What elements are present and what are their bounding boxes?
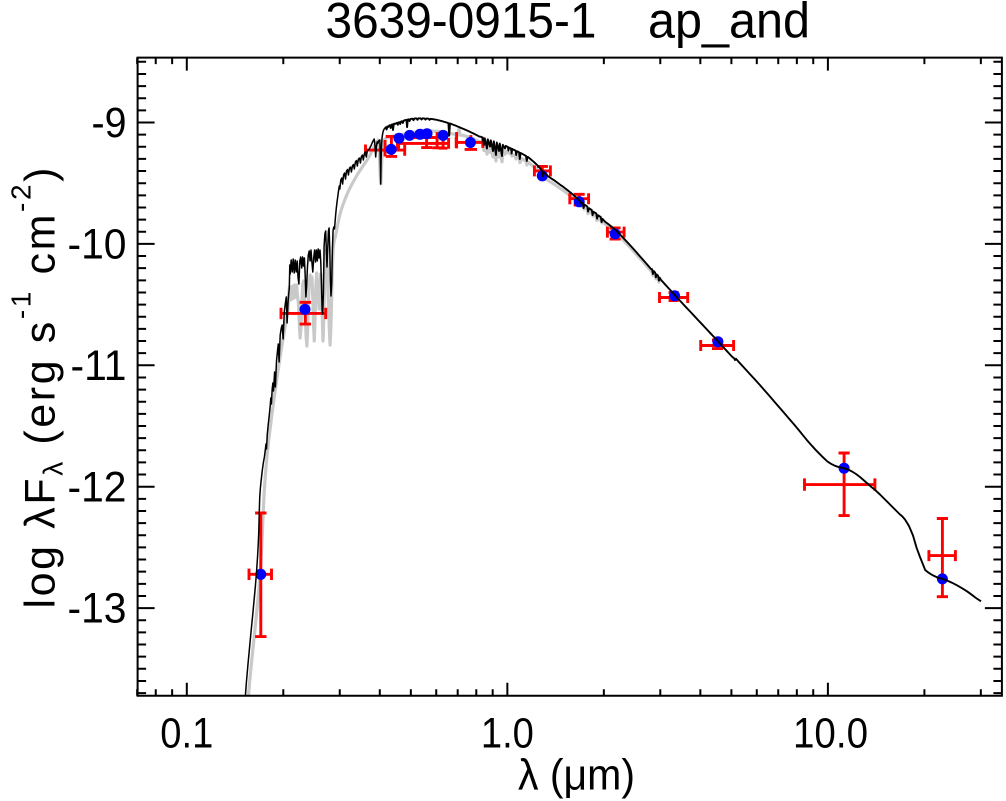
svg-text:ap_and: ap_and xyxy=(648,0,810,48)
svg-text:1.0: 1.0 xyxy=(481,710,534,757)
svg-text:λ (μm): λ (μm) xyxy=(518,751,635,800)
svg-text:-9: -9 xyxy=(92,100,127,147)
svg-text:-11: -11 xyxy=(71,343,127,390)
svg-text:10.0: 10.0 xyxy=(793,710,868,757)
svg-text:-13: -13 xyxy=(68,586,127,633)
svg-text:-10: -10 xyxy=(68,222,127,269)
svg-text:3639-0915-1: 3639-0915-1 xyxy=(326,0,597,48)
svg-text:0.1: 0.1 xyxy=(160,710,213,757)
svg-text:-12: -12 xyxy=(68,464,127,511)
